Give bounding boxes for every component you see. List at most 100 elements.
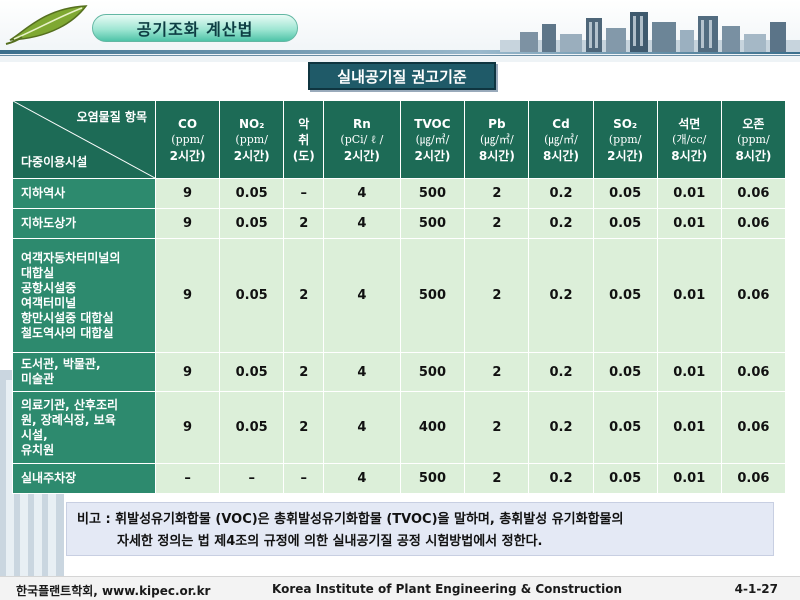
- page-number: 4-1-27: [734, 582, 778, 596]
- value-cell: 0.06: [720, 208, 787, 239]
- column-name: CO: [178, 116, 198, 131]
- column-name: NO₂: [238, 116, 265, 131]
- column-header-cd: Cd (㎍/㎥/ 8시간): [528, 100, 594, 179]
- value-cell: 9: [154, 208, 221, 239]
- table-row: 실내주차장 – – –4 500 2 0.2 0.05 0.01 0.06: [12, 463, 787, 494]
- column-unit: (㎍/㎥/: [544, 132, 578, 146]
- column-unit: (ppm/: [608, 132, 642, 146]
- corner-label-facility: 다중이용시설: [21, 155, 88, 169]
- column-unit: (개/cc/: [672, 132, 707, 146]
- value-cell: 2: [464, 208, 530, 239]
- column-name: Pb: [488, 116, 506, 131]
- value-cell: 500: [399, 178, 466, 209]
- corner-diagonal-line: [13, 101, 155, 178]
- value-cell: 0.01: [656, 178, 722, 209]
- table-row: 지하도상가 9 0.05 2 4 500 2 0.2 0.05 0.01 0.06: [12, 208, 787, 239]
- column-unit: (ppm/: [235, 132, 268, 146]
- value-cell: 0.01: [656, 352, 722, 392]
- footer-institute: Korea Institute of Plant Engineering & C…: [272, 582, 623, 596]
- column-unit-period: 2시간): [607, 148, 644, 163]
- column-header-odor: 악 취 (도): [283, 100, 325, 179]
- note-box: 비고 : 휘발성유기화합물 (VOC)은 총휘발성유기화합물 (TVOC)을 말…: [66, 502, 774, 556]
- column-unit-period: 8시간): [478, 148, 515, 163]
- value-cell: –: [283, 178, 325, 209]
- value-cell: 0.01: [656, 238, 722, 353]
- value-cell: 9: [154, 178, 221, 209]
- column-unit: (ppm/: [737, 132, 770, 146]
- value-cell: 4: [323, 391, 401, 464]
- column-unit-period: 2시간): [233, 148, 270, 163]
- value-cell: 0.06: [720, 238, 787, 353]
- value-cell: 0.01: [656, 208, 722, 239]
- air-quality-standards-table: 오염물질 항목 다중이용시설 CO (ppm/2시간) NO₂ (ppm/2시간) …: [12, 100, 787, 494]
- column-name: 석면: [678, 116, 701, 131]
- column-header-pb: Pb (㎍/㎥/ 8시간): [464, 100, 530, 179]
- table-row: 여객자동차터미널의 대합실 공항시설중 여객터미널 항만시설중 대합실 철도역사…: [12, 238, 787, 353]
- facility-name-cell: 의료기관, 산후조리 원, 장례식장, 보육 시설, 유치원: [12, 391, 156, 464]
- value-cell: 4: [323, 463, 401, 494]
- footer: 한국플랜트학회, www.kipec.or.kr Korea Institute…: [0, 576, 800, 600]
- value-cell: 0.06: [720, 463, 787, 494]
- value-cell: 2: [464, 463, 530, 494]
- value-cell: 500: [399, 463, 466, 494]
- table-body: 지하역사 9 0.05–4 500 2 0.2 0.05 0.01 0.06 지하도상가 9 0.05…: [12, 178, 787, 494]
- value-cell: 0.06: [720, 178, 787, 209]
- column-unit-period: 8시간): [735, 148, 772, 163]
- column-header-ozone: 오존 (ppm/8시간): [720, 100, 787, 179]
- column-unit: (㎍/㎥/: [480, 132, 514, 146]
- value-cell: 0.2: [528, 352, 594, 392]
- column-unit: (pCi/ ℓ /: [340, 132, 384, 146]
- column-unit-period: 8시간): [671, 148, 708, 163]
- column-name: Rn: [352, 116, 371, 131]
- column-header-co: CO (ppm/2시간): [154, 100, 221, 179]
- value-cell: 0.05: [592, 238, 658, 353]
- column-header-asbestos: 석면 (개/cc/8시간): [656, 100, 722, 179]
- city-skyline-image: [500, 12, 800, 52]
- table-corner-header: 오염물질 항목 다중이용시설: [12, 100, 156, 179]
- value-cell: 0.05: [592, 178, 658, 209]
- value-cell: 4: [323, 238, 401, 353]
- column-unit-period: 8시간): [543, 148, 579, 163]
- table-row: 의료기관, 산후조리 원, 장례식장, 보육 시설, 유치원 9 0.05 2 4 400…: [12, 391, 787, 464]
- value-cell: 500: [399, 238, 466, 353]
- column-unit: (ppm/: [171, 132, 204, 146]
- column-name: 오존: [742, 116, 765, 131]
- value-cell: 2: [464, 238, 530, 353]
- column-header-so2: SO₂ (ppm/2시간): [592, 100, 658, 179]
- value-cell: 0.05: [219, 238, 285, 353]
- value-cell: 400: [399, 391, 466, 464]
- value-cell: 2: [464, 352, 530, 392]
- value-cell: 0.05: [219, 352, 285, 392]
- column-unit-period: 2시간): [169, 148, 206, 163]
- page-title: 공기조화 계산법: [92, 14, 298, 42]
- facility-name-cell: 도서관, 박물관, 미술관: [12, 352, 156, 392]
- column-unit: 취: [298, 132, 310, 147]
- column-unit-period: (도): [292, 148, 315, 163]
- facility-name-cell: 여객자동차터미널의 대합실 공항시설중 여객터미널 항만시설중 대합실 철도역사…: [12, 238, 156, 353]
- corner-label-pollutant: 오염물질 항목: [76, 110, 147, 124]
- value-cell: 0.06: [720, 352, 787, 392]
- table-row: 지하역사 9 0.05–4 500 2 0.2 0.05 0.01 0.06: [12, 178, 787, 209]
- value-cell: 4: [323, 352, 401, 392]
- column-name: SO₂: [613, 116, 638, 131]
- value-cell: 0.05: [219, 391, 285, 464]
- value-cell: 0.05: [592, 463, 658, 494]
- column-unit-period: 2시간): [414, 148, 451, 163]
- value-cell: 0.2: [528, 178, 594, 209]
- value-cell: 4: [323, 178, 401, 209]
- note-line-2: 자세한 정의는 법 제4조의 규정에 의한 실내공기질 공정 시험방법에서 정한…: [117, 534, 543, 549]
- value-cell: –: [219, 463, 285, 494]
- header-divider: [0, 50, 800, 54]
- value-cell: 2: [464, 178, 530, 209]
- value-cell: 0.2: [528, 391, 594, 464]
- table-header-row: 오염물질 항목 다중이용시설 CO (ppm/2시간) NO₂ (ppm/2시간) …: [12, 100, 787, 179]
- column-name: 악: [298, 116, 310, 131]
- value-cell: –: [283, 463, 325, 494]
- value-cell: 0.05: [219, 208, 285, 239]
- column-header-no2: NO₂ (ppm/2시간): [219, 100, 285, 179]
- leaf-logo-icon: [5, 5, 88, 45]
- value-cell: 9: [154, 238, 221, 353]
- value-cell: 2: [283, 391, 325, 464]
- column-header-rn: Rn (pCi/ ℓ / 2시간): [323, 100, 401, 179]
- value-cell: 9: [154, 352, 221, 392]
